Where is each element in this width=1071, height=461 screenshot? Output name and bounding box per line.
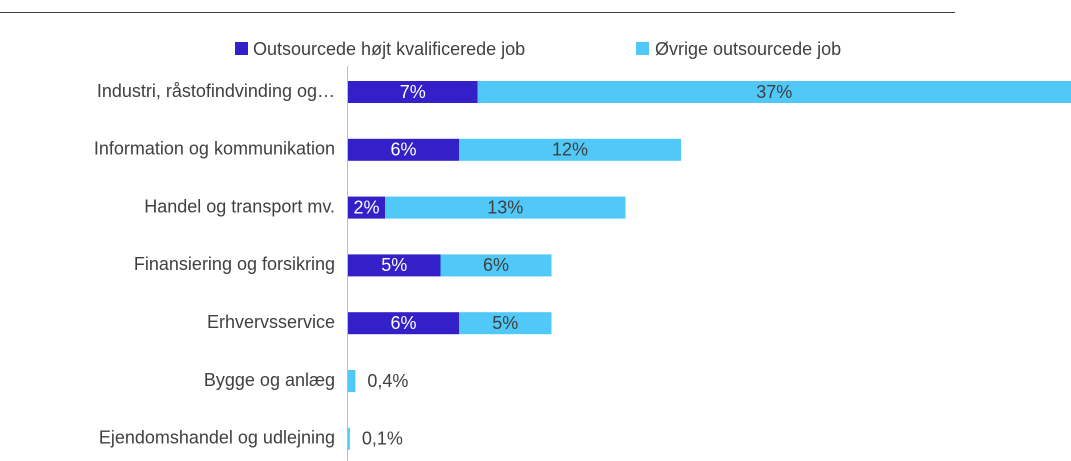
legend-swatch: [235, 42, 248, 55]
category-label: Industri, råstofindvinding og…: [97, 81, 335, 101]
value-label: 7%: [400, 82, 426, 102]
value-label: 12%: [552, 140, 588, 160]
value-label: 0,1%: [362, 429, 403, 449]
category-label: Ejendomshandel og udlejning: [99, 428, 335, 448]
value-label: 13%: [487, 197, 523, 217]
bar-segment: [348, 370, 356, 392]
value-label: 5%: [381, 255, 407, 275]
category-label: Bygge og anlæg: [204, 370, 335, 390]
value-label: 6%: [390, 313, 416, 333]
legend-swatch: [636, 42, 649, 55]
bar-segment: [477, 81, 1071, 103]
value-label: 6%: [390, 140, 416, 160]
category-label: Erhvervsservice: [207, 312, 335, 332]
category-label: Information og kommunikation: [94, 139, 335, 159]
bar-segment: [459, 138, 681, 161]
bar-segment: [348, 81, 478, 103]
legend-label: Outsourcede højt kvalificerede job: [253, 39, 525, 59]
category-label: Handel og transport mv.: [144, 196, 335, 216]
value-label: 5%: [492, 313, 518, 333]
bar-segment: [459, 312, 552, 335]
value-label: 37%: [756, 82, 792, 102]
bar-segment: [348, 196, 385, 219]
category-label: Finansiering og forsikring: [134, 254, 335, 274]
bar-segment: [348, 427, 350, 450]
value-label: 2%: [353, 197, 379, 217]
bar-segment: [385, 196, 626, 219]
bar-segment: [348, 254, 441, 277]
value-label: 0,4%: [367, 371, 408, 391]
legend-label: Øvrige outsourcede job: [655, 39, 841, 59]
value-label: 6%: [483, 255, 509, 275]
bar-segment: [348, 138, 459, 161]
bar-segment: [348, 312, 459, 335]
bar-segment: [440, 254, 552, 277]
